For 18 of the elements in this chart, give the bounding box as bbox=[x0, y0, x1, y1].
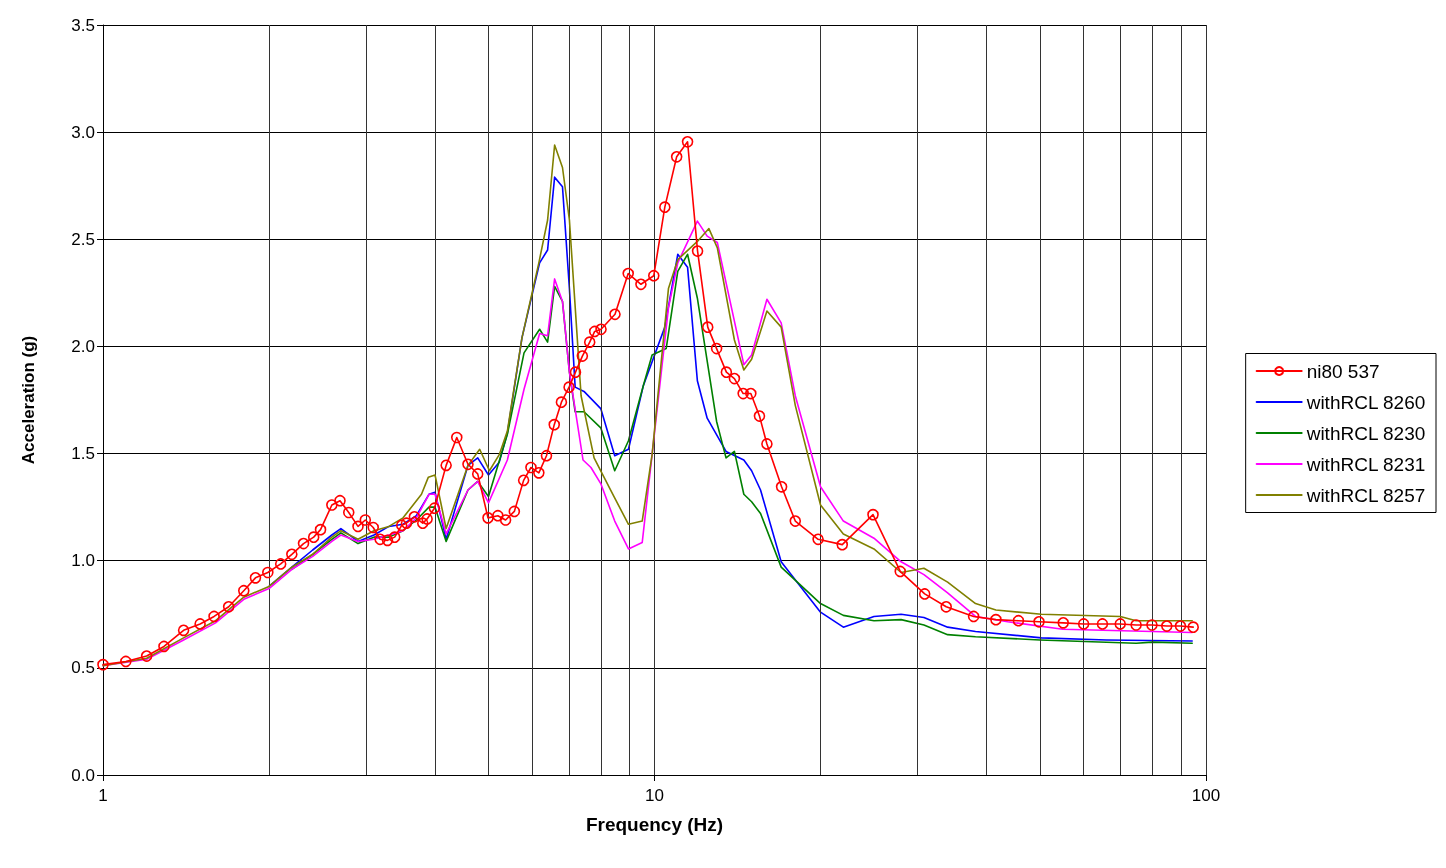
x-tick-label: 1 bbox=[98, 786, 108, 805]
y-tick-label: 0.5 bbox=[71, 658, 95, 678]
y-tick-label: 1.0 bbox=[71, 551, 95, 571]
x-tick-label: 10 bbox=[645, 786, 664, 805]
legend-label: withRCL 8260 bbox=[1305, 391, 1426, 413]
legend-label: withRCL 8257 bbox=[1305, 484, 1426, 506]
y-axis-title: Acceleration (g) bbox=[19, 335, 38, 465]
y-tick-label: 3.5 bbox=[71, 15, 95, 35]
legend-label: withRCL 8231 bbox=[1305, 453, 1426, 475]
y-tick-label: 2.0 bbox=[71, 336, 95, 356]
x-tick-label: 100 bbox=[1191, 786, 1221, 805]
y-tick-label: 3.0 bbox=[71, 122, 95, 142]
legend-label: ni80 537 bbox=[1306, 360, 1380, 382]
y-tick-label: 2.5 bbox=[71, 229, 95, 249]
legend-label: withRCL 8230 bbox=[1305, 422, 1426, 444]
y-tick-label: 1.5 bbox=[71, 444, 95, 464]
x-axis-title: Frequency (Hz) bbox=[585, 814, 724, 835]
y-tick-label: 0.0 bbox=[71, 765, 95, 785]
